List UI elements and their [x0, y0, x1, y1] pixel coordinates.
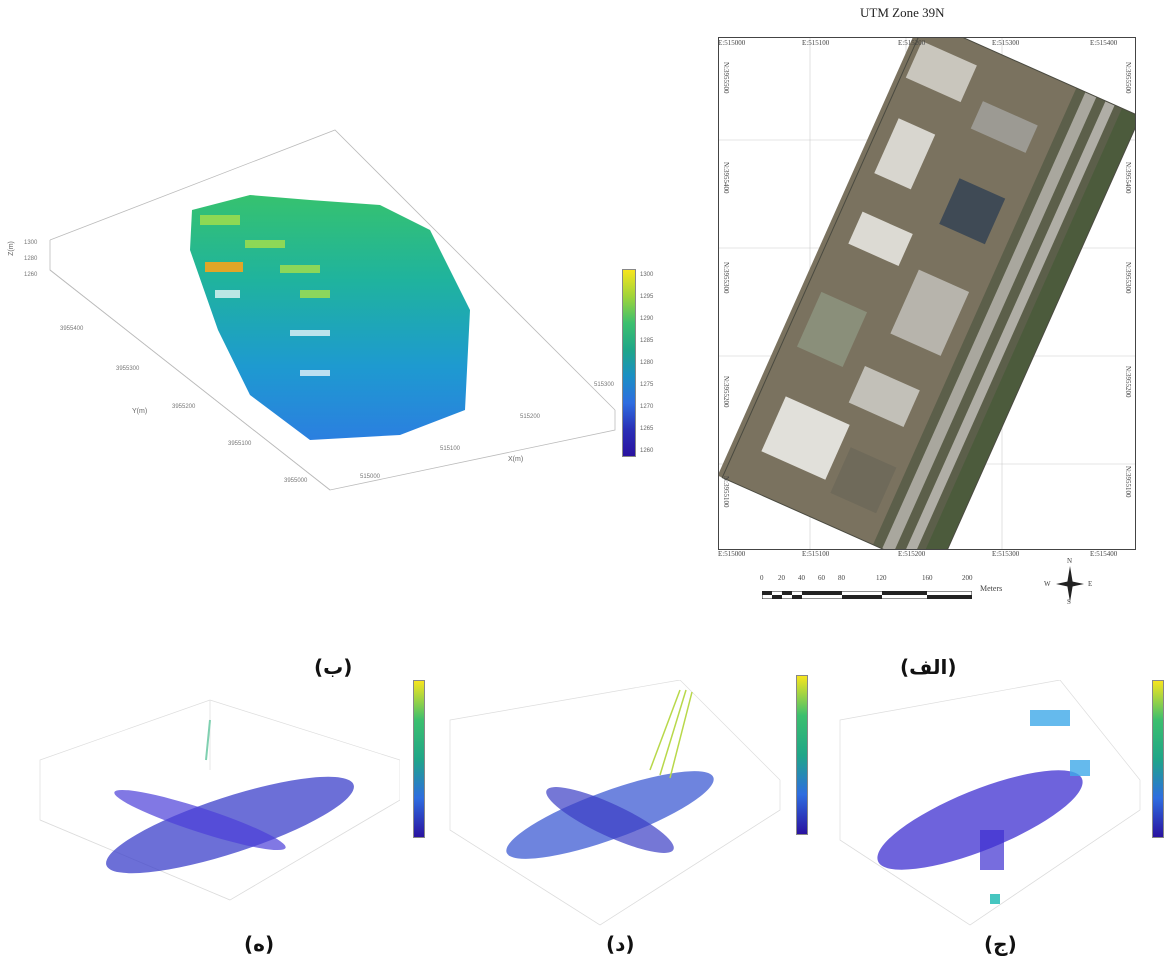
- scatter-3d-dal: [449, 680, 781, 926]
- scale-label: 160: [922, 574, 933, 582]
- colorbar-dal: [796, 675, 808, 835]
- map-bottom-tick: E:515200: [898, 550, 926, 558]
- caption-be: (ب): [314, 655, 353, 679]
- colorbar-tick: 1275: [640, 382, 654, 388]
- map-left-tick: N:3955500: [722, 62, 730, 94]
- scale-label: 20: [778, 574, 785, 582]
- compass-w: W: [1044, 580, 1051, 588]
- z-tick: 1300: [24, 240, 38, 246]
- caption-je: (ج): [984, 932, 1017, 956]
- colorbar-tick: 1290: [640, 316, 654, 322]
- scatter-3d-he: [39, 699, 400, 901]
- map-left-tick: N:3955300: [722, 262, 730, 294]
- y-tick: 3955100: [228, 441, 252, 447]
- map-bottom-tick: E:515400: [1090, 550, 1118, 558]
- point-cloud-3d-plot: [49, 129, 616, 491]
- y-axis-label: Y(m): [132, 408, 148, 415]
- orthophoto-map-frame: [718, 37, 1136, 550]
- x-tick: 515300: [594, 382, 615, 388]
- map-right-tick: N:3955400: [1124, 162, 1132, 194]
- scale-label: 0: [760, 574, 764, 582]
- orthophoto-image: [719, 38, 1135, 549]
- scale-label: 40: [798, 574, 805, 582]
- scale-label: 60: [818, 574, 825, 582]
- map-left-tick: N:3955200: [722, 376, 730, 408]
- map-bottom-tick: E:515100: [802, 550, 830, 558]
- colorbar-tick: 1285: [640, 338, 654, 344]
- colorbar: [622, 269, 636, 457]
- map-top-tick: E:515100: [802, 39, 830, 47]
- y-tick: 3955000: [284, 478, 308, 484]
- y-tick: 3955300: [116, 366, 140, 372]
- colorbar-he: [413, 680, 425, 838]
- map-left-tick: N:3955400: [722, 162, 730, 194]
- colorbar-tick: 1295: [640, 294, 654, 300]
- map-top-tick: E:515000: [718, 39, 746, 47]
- caption-dal: (د): [606, 932, 635, 956]
- x-tick: 515200: [520, 414, 541, 420]
- map-top-tick: E:515400: [1090, 39, 1118, 47]
- caption-alef: (الف): [900, 655, 957, 679]
- colorbar-tick: 1300: [640, 272, 654, 278]
- z-tick: 1280: [24, 256, 38, 262]
- map-bottom-tick: E:515300: [992, 550, 1020, 558]
- compass-e: E: [1088, 580, 1093, 588]
- map-bottom-tick: E:515000: [718, 550, 746, 558]
- x-tick: 515100: [440, 446, 461, 452]
- map-right-tick: N:3955300: [1124, 262, 1132, 294]
- map-top-tick: E:515300: [992, 39, 1020, 47]
- north-arrow-icon: [1052, 560, 1088, 608]
- y-tick: 3955200: [172, 404, 196, 410]
- scale-label: 200: [962, 574, 973, 582]
- colorbar-tick: 1265: [640, 426, 654, 432]
- colorbar-tick: 1260: [640, 448, 654, 454]
- scale-label: 120: [876, 574, 887, 582]
- map-right-tick: N:3955500: [1124, 62, 1132, 94]
- scale-label: 80: [838, 574, 845, 582]
- z-axis-label: Z(m): [7, 241, 15, 256]
- scale-unit: Meters: [980, 584, 1003, 593]
- scatter-3d-je: [839, 680, 1141, 926]
- x-tick: 515000: [360, 474, 381, 480]
- x-axis-label: X(m): [508, 456, 524, 463]
- colorbar-je: [1152, 680, 1164, 838]
- map-right-tick: N:3955100: [1124, 466, 1132, 498]
- caption-he: (ه): [244, 932, 275, 956]
- scale-bar: [761, 584, 973, 600]
- colorbar-tick: 1270: [640, 404, 654, 410]
- map-top-tick: E:515200: [898, 39, 926, 47]
- y-tick: 3955400: [60, 326, 84, 332]
- colorbar-tick: 1280: [640, 360, 654, 366]
- compass-s: S: [1067, 598, 1071, 606]
- map-title: UTM Zone 39N: [860, 5, 945, 20]
- map-left-tick: N:3955100: [722, 476, 730, 508]
- compass-n: N: [1067, 557, 1073, 565]
- map-right-tick: N:3955200: [1124, 366, 1132, 398]
- z-tick: 1260: [24, 272, 38, 278]
